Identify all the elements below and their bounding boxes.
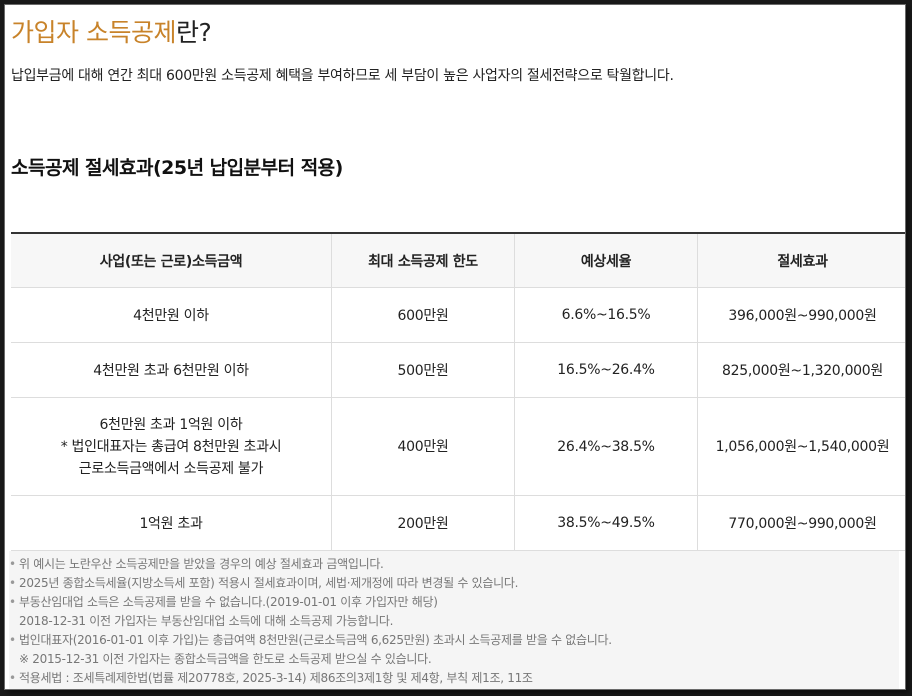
table-row: 6천만원 초과 1억원 이하 * 법인대표자는 총급여 8천만원 초과시 근로소… bbox=[11, 397, 905, 496]
cell-income-line: 4천만원 이하 bbox=[133, 308, 209, 324]
cell-rate: 16.5%~26.4% bbox=[514, 342, 698, 398]
table-row: 1억원 초과 200만원 38.5%~49.5% 770,000원~990,00… bbox=[11, 495, 905, 551]
cell-rate: 38.5%~49.5% bbox=[514, 495, 698, 551]
note-text: 2018-12-31 이전 가입자는 부동산임대업 소득에 대해 소득공제 가능… bbox=[19, 614, 394, 628]
col-header-effect: 절세효과 bbox=[697, 233, 905, 288]
page-title: 가입자 소득공제란? bbox=[11, 13, 212, 49]
table-row: 4천만원 초과 6천만원 이하 500만원 16.5%~26.4% 825,00… bbox=[11, 342, 905, 398]
table-header-row: 사업(또는 근로)소득금액 최대 소득공제 한도 예상세율 절세효과 bbox=[11, 233, 905, 288]
cell-limit: 600만원 bbox=[331, 287, 515, 343]
cell-limit: 200만원 bbox=[331, 495, 515, 551]
note-item: 2018-12-31 이전 가입자는 부동산임대업 소득에 대해 소득공제 가능… bbox=[9, 612, 899, 631]
note-text: 2025년 종합소득세율(지방소득세 포함) 적용시 절세효과이며, 세법·제개… bbox=[19, 576, 519, 590]
col-header-income: 사업(또는 근로)소득금액 bbox=[11, 233, 332, 288]
cell-income: 4천만원 이하 bbox=[11, 287, 332, 343]
tax-savings-table: 사업(또는 근로)소득금액 최대 소득공제 한도 예상세율 절세효과 4천만원 … bbox=[11, 232, 905, 551]
note-text: ※ 2015-12-31 이전 가입자는 종합소득금액을 한도로 소득공제 받으… bbox=[19, 652, 432, 666]
note-text: 법인대표자(2016-01-01 이후 가입)는 총급여액 8천만원(근로소득금… bbox=[19, 633, 612, 647]
note-item: ※ 2015-12-31 이전 가입자는 종합소득금액을 한도로 소득공제 받으… bbox=[9, 650, 899, 669]
bullet-icon: • bbox=[9, 671, 16, 685]
title-accent: 가입자 소득공제 bbox=[11, 18, 176, 47]
bullet-icon: • bbox=[9, 595, 16, 609]
cell-income: 6천만원 초과 1억원 이하 * 법인대표자는 총급여 8천만원 초과시 근로소… bbox=[11, 397, 332, 496]
bullet-icon: • bbox=[9, 557, 16, 571]
cell-income-line: 1억원 초과 bbox=[139, 516, 203, 532]
section-title: 소득공제 절세효과(25년 납입분부터 적용) bbox=[11, 157, 343, 179]
note-item: • 2025년 종합소득세율(지방소득세 포함) 적용시 절세효과이며, 세법·제… bbox=[9, 574, 899, 593]
cell-effect: 396,000원~990,000원 bbox=[697, 287, 905, 343]
bullet-icon: • bbox=[9, 576, 16, 590]
cell-rate: 26.4%~38.5% bbox=[514, 397, 698, 496]
title-suffix: 란? bbox=[175, 18, 212, 47]
cell-effect: 770,000원~990,000원 bbox=[697, 495, 905, 551]
note-item: • 위 예시는 노란우산 소득공제만을 받았을 경우의 예상 절세효과 금액입니다… bbox=[9, 555, 899, 574]
cell-income-note: * 법인대표자는 총급여 8천만원 초과시 bbox=[60, 438, 282, 455]
cell-income: 4천만원 초과 6천만원 이하 bbox=[11, 342, 332, 398]
cell-limit: 400만원 bbox=[331, 397, 515, 496]
cell-income-line: 4천만원 초과 6천만원 이하 bbox=[93, 363, 249, 379]
cell-income-note: 근로소득금액에서 소득공제 불가 bbox=[78, 460, 264, 477]
cell-income: 1억원 초과 bbox=[11, 495, 332, 551]
note-item: • 적용세법 : 조세특례제한법(법률 제20778호, 2025-3-14) 제… bbox=[9, 669, 899, 688]
intro-text: 납입부금에 대해 연간 최대 600만원 소득공제 혜택을 부여하므로 세 부담… bbox=[11, 68, 674, 84]
col-header-rate: 예상세율 bbox=[514, 233, 698, 288]
note-text: 부동산임대업 소득은 소득공제를 받을 수 없습니다.(2019-01-01 이… bbox=[19, 595, 438, 609]
table-row: 4천만원 이하 600만원 6.6%~16.5% 396,000원~990,00… bbox=[11, 287, 905, 343]
cell-limit: 500만원 bbox=[331, 342, 515, 398]
notes-box: • 위 예시는 노란우산 소득공제만을 받았을 경우의 예상 절세효과 금액입니다… bbox=[9, 551, 899, 689]
cell-income-line: 6천만원 초과 1억원 이하 bbox=[99, 416, 243, 433]
bullet-icon: • bbox=[9, 633, 16, 647]
note-item: • 법인대표자(2016-01-01 이후 가입)는 총급여액 8천만원(근로소득… bbox=[9, 631, 899, 650]
col-header-limit: 최대 소득공제 한도 bbox=[331, 233, 515, 288]
cell-rate: 6.6%~16.5% bbox=[514, 287, 698, 343]
content-panel: 가입자 소득공제란? 납입부금에 대해 연간 최대 600만원 소득공제 혜택을… bbox=[4, 4, 906, 690]
note-text: 적용세법 : 조세특례제한법(법률 제20778호, 2025-3-14) 제8… bbox=[19, 671, 533, 685]
note-text: 위 예시는 노란우산 소득공제만을 받았을 경우의 예상 절세효과 금액입니다. bbox=[19, 557, 384, 571]
cell-effect: 1,056,000원~1,540,000원 bbox=[697, 397, 905, 496]
cell-effect: 825,000원~1,320,000원 bbox=[697, 342, 905, 398]
note-item: • 부동산임대업 소득은 소득공제를 받을 수 없습니다.(2019-01-01 … bbox=[9, 593, 899, 612]
